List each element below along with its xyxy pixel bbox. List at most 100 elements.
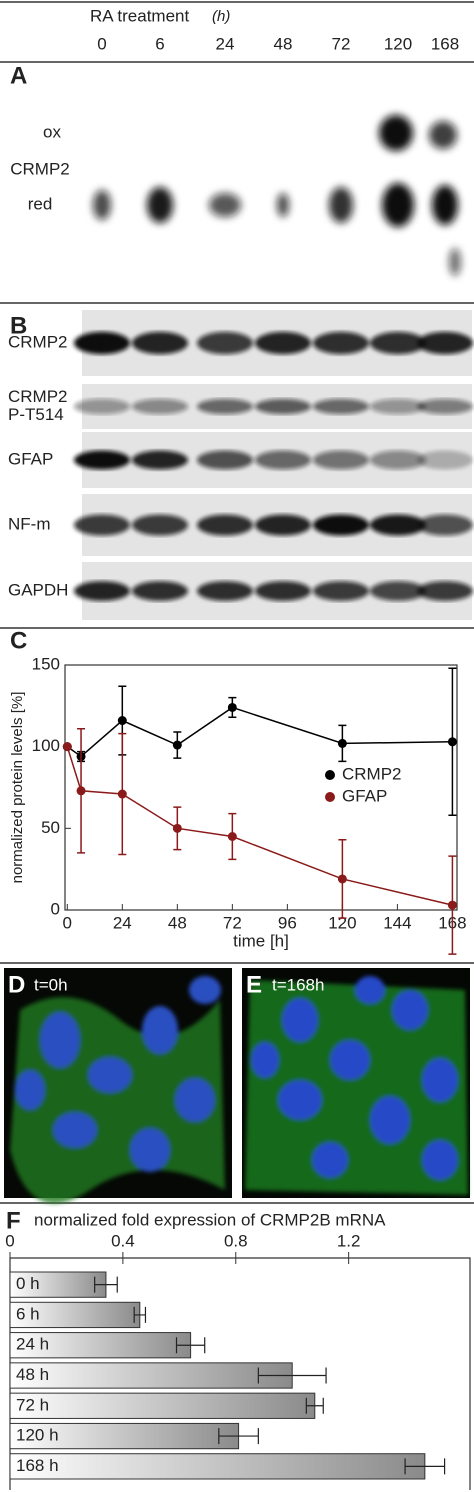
lane-label: 0 xyxy=(97,34,106,53)
band xyxy=(417,514,473,536)
bar-label: 48 h xyxy=(16,1365,49,1384)
blot-label: GFAP xyxy=(8,449,53,468)
band xyxy=(74,450,130,470)
x-tick-label: 1.2 xyxy=(337,1231,361,1250)
bands xyxy=(74,331,473,355)
x-tick-label: 72 xyxy=(223,913,242,932)
bar-label: 0 h xyxy=(16,1274,40,1293)
band xyxy=(255,398,311,415)
panel-letter: E xyxy=(246,971,262,998)
bar xyxy=(9,1453,426,1480)
bar-label: 120 h xyxy=(16,1426,59,1445)
marker xyxy=(227,832,237,841)
lane-labels: 0 6 24 48 72 120 168 xyxy=(97,34,459,53)
bands xyxy=(74,514,473,536)
band xyxy=(313,581,369,601)
blot-label: CRMP2 xyxy=(8,332,68,351)
image-label: t=168h xyxy=(272,975,324,994)
blot-label: NF-m xyxy=(8,514,50,533)
marker xyxy=(172,823,182,833)
band xyxy=(370,514,426,536)
band xyxy=(197,331,253,355)
x-tick-label: 120 xyxy=(328,913,356,932)
y-axis-label: normalized protein levels [%] xyxy=(9,692,26,884)
header-label: RA treatment xyxy=(90,6,189,25)
legend-label: CRMP2 xyxy=(342,764,402,783)
marker xyxy=(337,738,347,748)
band xyxy=(277,193,289,217)
bar xyxy=(9,1271,107,1298)
y-tick-label: 0 xyxy=(51,899,60,918)
band xyxy=(255,331,311,355)
marker xyxy=(117,789,127,799)
band xyxy=(449,248,461,276)
y-tick-label: 50 xyxy=(41,818,60,837)
error-bar xyxy=(257,1367,327,1384)
band xyxy=(370,581,426,601)
band xyxy=(132,581,188,601)
legend-label: GFAP xyxy=(342,786,387,805)
micrograph-d xyxy=(4,968,232,1204)
band xyxy=(197,450,253,470)
legend-marker xyxy=(325,770,335,780)
image-label: t=0h xyxy=(34,975,68,994)
error-bar xyxy=(305,1397,324,1414)
band xyxy=(197,398,253,415)
band xyxy=(209,193,241,217)
panel-letter: A xyxy=(10,62,27,89)
x-tick-label: 24 xyxy=(113,913,132,932)
panel-letter: D xyxy=(8,971,25,998)
band xyxy=(74,581,130,601)
panel-letter: B xyxy=(10,312,27,339)
blot-label: CRMP2 xyxy=(8,387,68,406)
band xyxy=(132,514,188,536)
marker xyxy=(76,786,86,796)
marker xyxy=(227,702,237,712)
blot-label: ox xyxy=(43,122,61,141)
bar-label: 6 h xyxy=(16,1304,40,1323)
band xyxy=(429,121,457,149)
band xyxy=(417,398,473,415)
error-bar xyxy=(94,1276,118,1293)
panel-letter: F xyxy=(6,1207,21,1234)
x-tick-label: 48 xyxy=(168,913,187,932)
bands xyxy=(74,581,473,601)
bar-label: 168 h xyxy=(16,1456,59,1475)
lane-label: 168 xyxy=(431,34,459,53)
bar xyxy=(9,1422,240,1450)
band xyxy=(132,450,188,470)
y-tick-label: 150 xyxy=(32,654,60,673)
marker xyxy=(117,716,127,726)
error-bar xyxy=(404,1458,446,1475)
x-tick-label: 96 xyxy=(278,913,297,932)
band xyxy=(147,187,173,223)
marker xyxy=(447,900,457,910)
band xyxy=(417,331,473,355)
blot-label: GAPDH xyxy=(8,580,68,599)
x-axis-label: time [h] xyxy=(233,931,289,950)
micrograph-e xyxy=(242,968,470,1198)
band xyxy=(313,398,369,415)
band xyxy=(74,398,130,415)
legend-marker xyxy=(325,792,335,802)
band xyxy=(74,331,130,355)
y-tick-label: 100 xyxy=(32,736,60,755)
series-line xyxy=(66,706,453,758)
blot-label: CRMP2 xyxy=(10,159,70,178)
x-tick-label: 0 xyxy=(5,1231,14,1250)
band xyxy=(132,331,188,355)
band xyxy=(132,398,188,415)
band xyxy=(417,581,473,601)
band xyxy=(329,187,353,223)
bar xyxy=(9,1332,192,1359)
band xyxy=(255,450,311,470)
band xyxy=(93,190,111,220)
band xyxy=(313,331,369,355)
error-bar xyxy=(175,1337,206,1354)
blot-a xyxy=(93,115,461,276)
band xyxy=(382,183,414,227)
